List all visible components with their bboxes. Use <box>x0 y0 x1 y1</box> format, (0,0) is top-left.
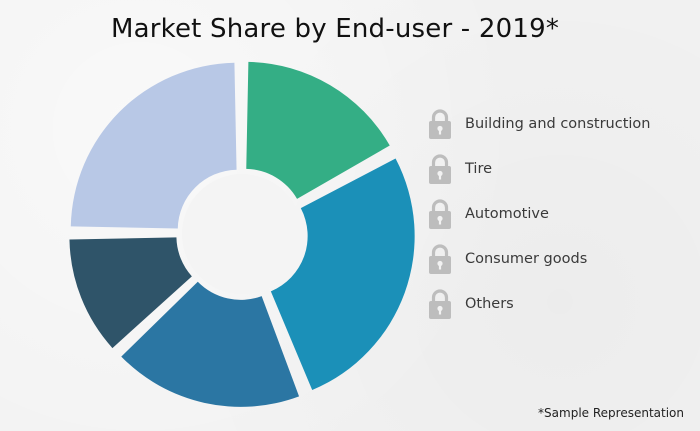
legend-item: Consumer goods <box>428 236 651 281</box>
legend-item: Automotive <box>428 191 651 236</box>
donut-slice <box>70 62 237 229</box>
legend: Building and construction Tire Automotiv… <box>428 101 651 326</box>
lock-icon <box>429 153 451 184</box>
legend-label: Others <box>465 295 514 312</box>
legend-item: Tire <box>428 146 651 191</box>
lock-icon <box>429 198 451 229</box>
legend-label: Building and construction <box>465 115 651 132</box>
donut-hole <box>182 174 302 294</box>
donut-slice <box>270 158 415 391</box>
donut-slice <box>121 281 300 407</box>
footnote: *Sample Representation <box>538 406 684 420</box>
lock-icon <box>429 243 451 274</box>
lock-icon <box>429 288 451 319</box>
legend-item: Others <box>428 281 651 326</box>
legend-label: Consumer goods <box>465 250 588 267</box>
lock-icon <box>429 108 451 139</box>
chart-title: Market Share by End-user - 2019* <box>110 14 560 44</box>
legend-item: Building and construction <box>428 101 651 146</box>
donut-slice <box>69 237 192 349</box>
donut-slice <box>246 61 390 199</box>
legend-label: Tire <box>465 160 493 177</box>
legend-label: Automotive <box>465 205 549 222</box>
